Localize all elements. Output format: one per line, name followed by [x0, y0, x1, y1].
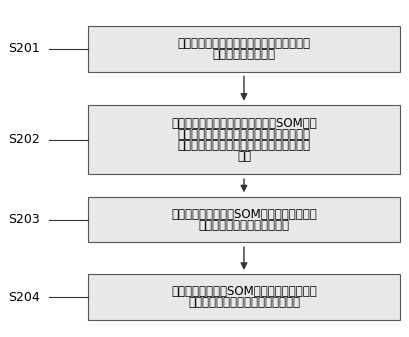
Bar	[88, 105, 399, 175]
Bar	[88, 274, 399, 320]
Bar	[88, 197, 399, 243]
Text: 使用自组织神经网络SOM，自动对传感器主: 使用自组织神经网络SOM，自动对传感器主	[171, 208, 316, 221]
Bar	[88, 26, 399, 72]
Text: 成分得分向量进行学习和聚类: 成分得分向量进行学习和聚类	[198, 219, 289, 232]
Text: S203: S203	[8, 213, 40, 226]
Text: 将上述矩阵输入到自组织神经网络SOM中，: 将上述矩阵输入到自组织神经网络SOM中，	[171, 117, 316, 130]
Text: 个主成分的权重为主成分对应的特征值的贡: 个主成分的权重为主成分对应的特征值的贡	[177, 139, 310, 152]
Text: 献率: 献率	[236, 150, 250, 163]
Text: 将所有传感器的主成分得分组成矩阵，作为: 将所有传感器的主成分得分组成矩阵，作为	[177, 37, 310, 50]
Text: 并设置神经网络学习过程中的权重参数，各: 并设置神经网络学习过程中的权重参数，各	[177, 128, 310, 141]
Text: 分类算法的输入数据: 分类算法的输入数据	[212, 48, 275, 61]
Text: S204: S204	[8, 291, 40, 304]
Text: S202: S202	[8, 133, 40, 146]
Text: 将自组织神经网络SOM对主成分得分向量的: 将自组织神经网络SOM对主成分得分向量的	[171, 285, 316, 298]
Text: 聚类结果，对应为传感器的分类结果: 聚类结果，对应为传感器的分类结果	[187, 296, 299, 309]
Text: S201: S201	[8, 42, 40, 55]
